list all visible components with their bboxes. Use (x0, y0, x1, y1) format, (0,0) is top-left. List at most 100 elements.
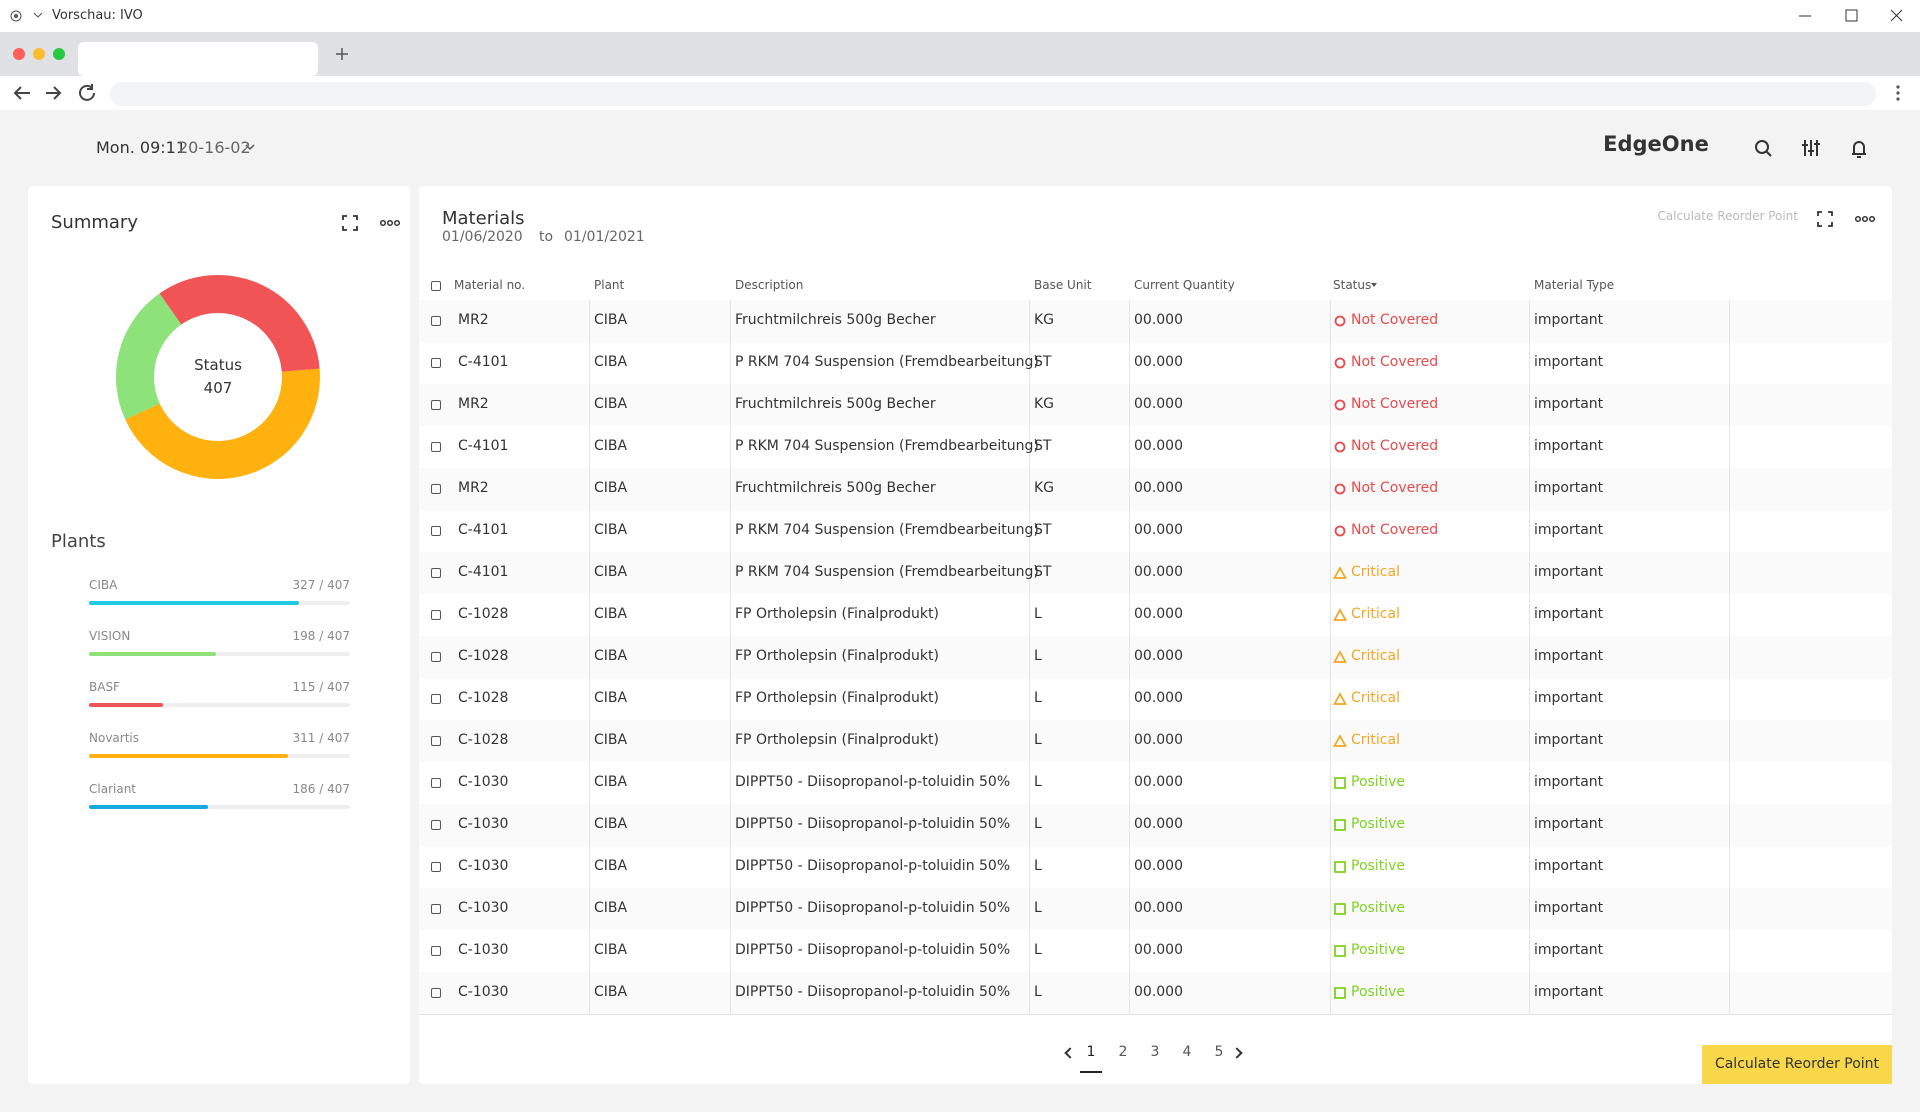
status-icon (1334, 441, 1346, 453)
column-header[interactable]: Plant (594, 278, 625, 292)
status-icon (1334, 819, 1346, 831)
cell-divider (589, 468, 590, 510)
date-to-label: to (539, 229, 554, 245)
status-icon (1333, 566, 1347, 579)
row-checkbox[interactable] (431, 694, 441, 704)
cell-divider (1029, 720, 1030, 762)
row-checkbox[interactable] (431, 610, 441, 620)
page-number[interactable]: 5 (1214, 1044, 1224, 1060)
page-number[interactable]: 3 (1150, 1044, 1160, 1060)
column-header[interactable]: Base Unit (1034, 278, 1092, 292)
cell-divider (1129, 384, 1130, 426)
cell-divider (1529, 888, 1530, 930)
table-cell: CIBA (594, 690, 628, 706)
more-dot (386, 219, 394, 227)
row-checkbox[interactable] (431, 778, 441, 788)
column-header[interactable]: Material no. (454, 278, 526, 292)
status-icon (1334, 483, 1346, 495)
row-checkbox[interactable] (431, 568, 441, 578)
status-shape (1334, 357, 1346, 369)
status-shape (1333, 650, 1347, 663)
table-cell: ST (1034, 564, 1052, 580)
table-row: C-1028 CIBA FP Ortholepsin (Finalprodukt) L… (419, 636, 1892, 679)
table-cell: DIPPT50 - Diisopropanol-p-toluidin 50% (735, 816, 1011, 832)
row-checkbox[interactable] (431, 484, 441, 494)
row-checkbox[interactable] (431, 652, 441, 662)
cell-divider (1129, 804, 1130, 846)
cell-divider (1330, 888, 1331, 930)
header-icons[interactable] (1750, 136, 1876, 160)
date-to[interactable]: 01/01/2021 (564, 229, 645, 245)
summary-title: Summary (51, 212, 138, 233)
table-cell: C-1028 (458, 732, 509, 748)
page-number[interactable]: 2 (1118, 1044, 1128, 1060)
row-checkbox[interactable] (431, 316, 441, 326)
row-checkbox[interactable] (431, 988, 441, 998)
cell-divider (1729, 594, 1730, 636)
cell-divider (1129, 468, 1130, 510)
cell-divider (1029, 552, 1030, 594)
column-header[interactable]: Status (1333, 278, 1372, 292)
table-cell: FP Ortholepsin (Finalprodukt) (735, 648, 939, 664)
date-dropdown-caret[interactable] (240, 140, 260, 156)
row-checkbox[interactable] (431, 442, 441, 452)
cell-divider (1529, 384, 1530, 426)
header-date: 20-16-02 (178, 138, 251, 157)
cell-divider (1330, 384, 1331, 426)
page-number[interactable]: 1 (1086, 1044, 1096, 1060)
status-text: Positive (1351, 774, 1405, 790)
plant-count: 327 / 407 (292, 578, 350, 592)
table-cell: CIBA (594, 984, 628, 1000)
cell-divider (1129, 930, 1130, 972)
status-shape (1334, 903, 1346, 915)
table-cell: C-1030 (458, 984, 509, 1000)
table-cell: CIBA (594, 606, 628, 622)
status-icon (1334, 315, 1346, 327)
header-action[interactable]: Calculate Reorder Point (1657, 209, 1798, 223)
row-checkbox[interactable] (431, 400, 441, 410)
cell-divider (589, 762, 590, 804)
table-cell: C-1030 (458, 900, 509, 916)
plant-bar (89, 652, 216, 656)
cell-divider (1129, 552, 1130, 594)
table-cell: L (1034, 942, 1042, 958)
cell-divider (1729, 384, 1730, 426)
page-number[interactable]: 4 (1182, 1044, 1192, 1060)
plant-name: Clariant (89, 782, 136, 796)
table-cell: KG (1034, 480, 1055, 496)
column-header[interactable]: Description (735, 278, 804, 292)
row-checkbox[interactable] (431, 736, 441, 746)
table-cell: ST (1034, 354, 1052, 370)
table-cell: important (1534, 312, 1604, 328)
table-cell: important (1534, 816, 1604, 832)
table-cell: important (1534, 984, 1604, 1000)
row-checkbox[interactable] (431, 904, 441, 914)
cell-divider (730, 384, 731, 426)
date-from[interactable]: 01/06/2020 (442, 229, 523, 245)
select-all-checkbox[interactable] (431, 281, 441, 291)
cell-divider (730, 468, 731, 510)
row-checkbox[interactable] (431, 862, 441, 872)
column-header[interactable]: Material Type (1534, 278, 1615, 292)
row-checkbox[interactable] (431, 358, 441, 368)
table-cell: C-1028 (458, 648, 509, 664)
cell-divider (1029, 342, 1030, 384)
calculate-button[interactable]: Calculate Reorder Point (1702, 1045, 1892, 1084)
more-dot (1868, 215, 1876, 223)
panel-actions[interactable] (1815, 209, 1879, 229)
page-prev[interactable] (1064, 1047, 1076, 1059)
table-row: C-4101 CIBA P RKM 704 Suspension (Fremdbea… (419, 426, 1892, 469)
row-checkbox[interactable] (431, 820, 441, 830)
panel-actions[interactable] (340, 213, 404, 233)
cell-divider (1529, 762, 1530, 804)
status-text: Not Covered (1351, 396, 1439, 412)
table-cell: important (1534, 480, 1604, 496)
column-header[interactable]: Current Quantity (1134, 278, 1235, 292)
row-checkbox[interactable] (431, 526, 441, 536)
row-checkbox[interactable] (431, 946, 441, 956)
cell-divider (1729, 342, 1730, 384)
table-cell: MR2 (458, 312, 489, 328)
page-next[interactable] (1231, 1047, 1243, 1059)
expand-icon (1817, 211, 1833, 227)
